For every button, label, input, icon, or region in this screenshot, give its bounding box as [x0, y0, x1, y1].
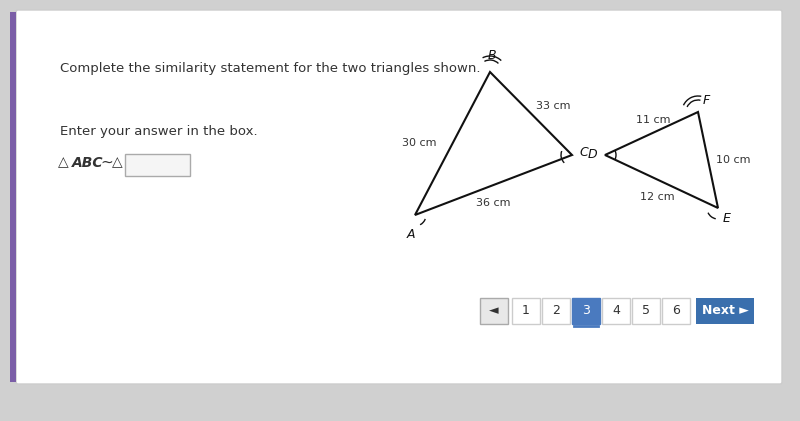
- Bar: [480, 298, 508, 324]
- Text: F: F: [703, 94, 710, 107]
- Bar: [542, 298, 570, 324]
- Bar: [662, 298, 690, 324]
- Bar: [572, 298, 600, 324]
- Text: △: △: [112, 155, 122, 169]
- Text: 12 cm: 12 cm: [640, 192, 675, 202]
- Text: 3: 3: [582, 304, 590, 317]
- Text: 4: 4: [612, 304, 620, 317]
- Text: 11 cm: 11 cm: [636, 115, 670, 125]
- Text: ABC: ABC: [72, 156, 103, 170]
- Bar: [602, 298, 630, 324]
- Text: D: D: [587, 147, 597, 160]
- Text: △: △: [58, 155, 69, 169]
- Text: Next ►: Next ►: [702, 304, 749, 317]
- Text: A: A: [406, 228, 415, 241]
- FancyBboxPatch shape: [16, 10, 782, 384]
- Bar: [512, 298, 540, 324]
- Bar: [632, 298, 660, 324]
- Text: 10 cm: 10 cm: [716, 155, 750, 165]
- Text: 1: 1: [522, 304, 530, 317]
- Text: 6: 6: [672, 304, 680, 317]
- Text: 33 cm: 33 cm: [536, 101, 570, 110]
- Text: B: B: [488, 49, 496, 62]
- Text: ◄: ◄: [489, 304, 499, 317]
- Bar: [696, 298, 754, 324]
- Bar: [125, 154, 190, 176]
- Text: 30 cm: 30 cm: [402, 139, 437, 149]
- Text: Complete the similarity statement for the two triangles shown.: Complete the similarity statement for th…: [60, 62, 481, 75]
- Text: 5: 5: [642, 304, 650, 317]
- Text: ∼: ∼: [100, 155, 113, 170]
- Text: 2: 2: [552, 304, 560, 317]
- Text: C: C: [579, 146, 588, 158]
- Bar: [10, 12, 16, 382]
- Text: Enter your answer in the box.: Enter your answer in the box.: [60, 125, 258, 138]
- Text: E: E: [723, 212, 731, 225]
- Text: 36 cm: 36 cm: [476, 198, 510, 208]
